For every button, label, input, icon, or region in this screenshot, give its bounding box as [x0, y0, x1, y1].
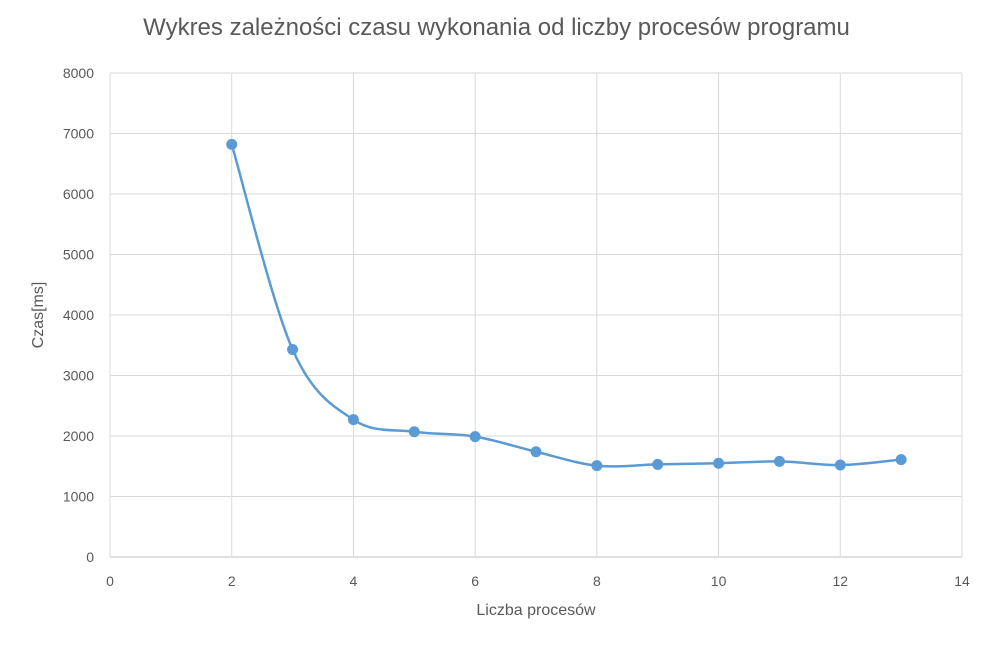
x-tick-label: 8 [593, 573, 601, 589]
x-tick-label: 10 [711, 573, 727, 589]
y-tick-label: 3000 [63, 368, 94, 384]
y-axis-label: Czas[ms] [30, 282, 47, 349]
y-tick-label: 8000 [63, 65, 94, 81]
data-point [469, 431, 481, 443]
x-tick-label: 0 [106, 573, 114, 589]
x-tick-label: 4 [350, 573, 358, 589]
data-point [834, 459, 846, 471]
x-tick-label: 6 [471, 573, 479, 589]
grid [109, 72, 963, 558]
y-tick-label: 2000 [63, 428, 94, 444]
data-point [408, 426, 420, 438]
data-point [287, 343, 299, 355]
data-point [591, 460, 603, 472]
data-point [530, 446, 542, 458]
y-tick-label: 1000 [63, 489, 94, 505]
series-line [230, 144, 902, 468]
series [226, 138, 907, 472]
data-point [226, 138, 238, 150]
data-point [895, 454, 907, 466]
x-axis-label: Liczba procesów [476, 602, 596, 619]
chart-title: Wykres zależności czasu wykonania od lic… [143, 14, 850, 41]
y-tick-label: 4000 [63, 307, 94, 323]
y-tick-label: 0 [86, 549, 94, 565]
y-tick-label: 7000 [63, 126, 94, 142]
data-point [347, 414, 359, 426]
x-tick-label: 2 [228, 573, 236, 589]
data-point [713, 457, 725, 469]
y-tick-label: 6000 [63, 186, 94, 202]
tick-labels: 0 1000 2000 3000 4000 5000 6000 7000 8000 0 2 4 6 8 10… [63, 65, 970, 589]
data-point [773, 455, 785, 467]
data-point [652, 458, 664, 470]
x-tick-label: 12 [832, 573, 848, 589]
y-tick-label: 5000 [63, 247, 94, 263]
x-tick-label: 14 [954, 573, 970, 589]
